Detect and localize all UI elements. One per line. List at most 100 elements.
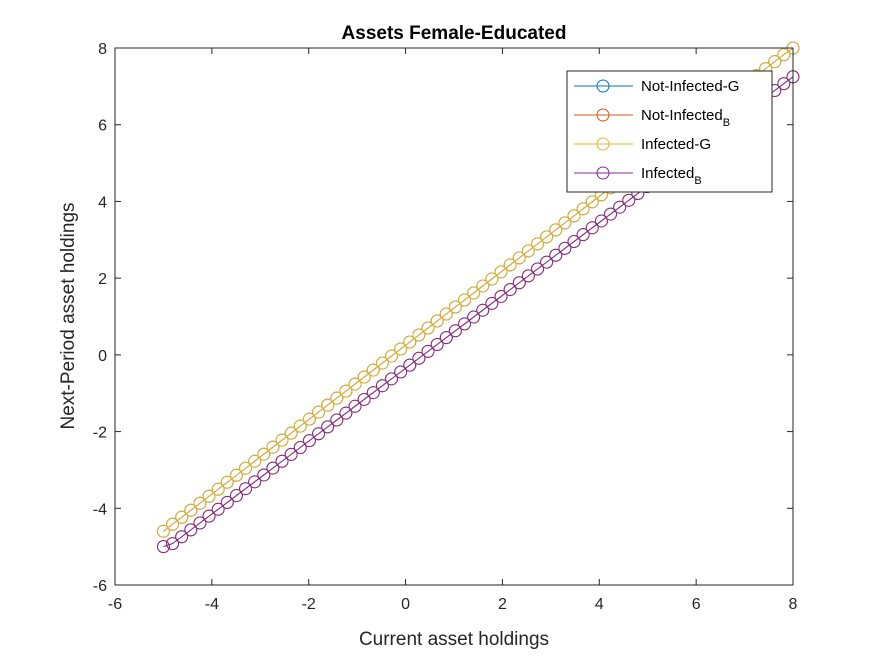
legend-label-main: Infected bbox=[641, 165, 694, 182]
y-tick-label: 4 bbox=[98, 194, 107, 211]
data-point bbox=[622, 193, 636, 207]
data-point bbox=[485, 272, 499, 286]
data-point bbox=[248, 454, 262, 468]
data-point bbox=[503, 258, 517, 272]
y-tick-label: 6 bbox=[98, 118, 107, 135]
x-tick-label: 6 bbox=[692, 596, 701, 613]
x-tick-label: 8 bbox=[789, 596, 798, 613]
data-point bbox=[357, 370, 371, 384]
data-point bbox=[385, 372, 399, 386]
legend-entry: InfectedB bbox=[574, 165, 702, 187]
x-tick-label: 0 bbox=[401, 596, 410, 613]
data-point bbox=[275, 433, 289, 447]
data-point bbox=[777, 77, 791, 91]
tick-layer: -6 -4 -2 0 2 4 6 8 -6 -4 -2 0 2 4 6 8 bbox=[93, 41, 798, 613]
data-point bbox=[558, 216, 572, 230]
data-point bbox=[156, 524, 170, 538]
legend-marker bbox=[596, 166, 610, 180]
data-point bbox=[239, 461, 253, 475]
data-point bbox=[394, 342, 408, 356]
data-point bbox=[512, 251, 526, 265]
data-point bbox=[485, 296, 499, 310]
data-point bbox=[412, 351, 426, 365]
data-point bbox=[184, 503, 198, 517]
data-point bbox=[521, 269, 535, 283]
data-point bbox=[302, 434, 316, 448]
data-point bbox=[430, 338, 444, 352]
data-point bbox=[458, 317, 472, 331]
x-axis-label: Current asset holdings bbox=[359, 629, 549, 650]
legend-marker bbox=[596, 137, 610, 151]
legend-label-subscript: B bbox=[694, 175, 701, 187]
legend-label: InfectedB bbox=[641, 165, 702, 187]
legend-label-main: Not-Infected-G bbox=[641, 78, 739, 95]
data-point bbox=[540, 255, 554, 269]
data-point bbox=[521, 244, 535, 258]
data-point bbox=[312, 427, 326, 441]
data-point bbox=[576, 228, 590, 242]
data-point bbox=[576, 202, 590, 216]
data-point bbox=[476, 279, 490, 293]
data-point bbox=[175, 530, 189, 544]
legend-entry: Not-InfectedB bbox=[574, 107, 730, 129]
data-point bbox=[184, 523, 198, 537]
data-point bbox=[494, 265, 508, 279]
y-tick-label: 2 bbox=[98, 271, 107, 288]
data-point bbox=[211, 482, 225, 496]
legend-entry: Infected-G bbox=[574, 136, 711, 153]
x-tick-label: -4 bbox=[205, 596, 219, 613]
data-point bbox=[312, 405, 326, 419]
data-point bbox=[211, 502, 225, 516]
data-point bbox=[266, 440, 280, 454]
data-point bbox=[339, 406, 353, 420]
data-point bbox=[567, 209, 581, 223]
data-point bbox=[366, 363, 380, 377]
data-point bbox=[421, 321, 435, 335]
y-tick-label: 0 bbox=[98, 348, 107, 365]
legend-box bbox=[566, 70, 773, 193]
data-point bbox=[403, 335, 417, 349]
data-point bbox=[248, 475, 262, 489]
data-point bbox=[339, 384, 353, 398]
data-point bbox=[166, 517, 180, 531]
legend-label: Infected-G bbox=[641, 136, 711, 153]
legend-label-main: Infected-G bbox=[641, 136, 711, 153]
data-point bbox=[284, 447, 298, 461]
data-point bbox=[567, 235, 581, 249]
data-point bbox=[394, 365, 408, 379]
data-point bbox=[275, 454, 289, 468]
legend-label-main: Not-Infected bbox=[641, 107, 723, 124]
data-point bbox=[293, 419, 307, 433]
data-point bbox=[330, 391, 344, 405]
data-point bbox=[421, 344, 435, 358]
x-tick-label: -2 bbox=[302, 596, 316, 613]
y-tick-label: -6 bbox=[93, 578, 107, 595]
data-point bbox=[229, 468, 243, 482]
data-point bbox=[321, 420, 335, 434]
data-point bbox=[448, 300, 462, 314]
y-tick-label: -4 bbox=[93, 501, 107, 518]
data-point bbox=[375, 356, 389, 370]
data-point bbox=[357, 392, 371, 406]
data-point bbox=[467, 310, 481, 324]
chart-title: Assets Female-Educated bbox=[342, 23, 567, 44]
legend-label: Not-InfectedB bbox=[641, 107, 730, 129]
data-point bbox=[540, 230, 554, 244]
data-point bbox=[385, 349, 399, 363]
data-point bbox=[439, 331, 453, 345]
axes-box bbox=[114, 47, 794, 586]
legend-marker bbox=[596, 79, 610, 93]
data-point bbox=[412, 328, 426, 342]
x-tick-label: 4 bbox=[595, 596, 604, 613]
data-point bbox=[594, 214, 608, 228]
x-tick-label: -6 bbox=[108, 596, 122, 613]
data-point bbox=[202, 509, 216, 523]
data-point bbox=[293, 441, 307, 454]
data-point bbox=[503, 283, 517, 297]
data-point bbox=[257, 468, 271, 482]
data-point bbox=[284, 426, 298, 440]
data-point bbox=[549, 223, 563, 237]
data-point bbox=[768, 55, 782, 69]
